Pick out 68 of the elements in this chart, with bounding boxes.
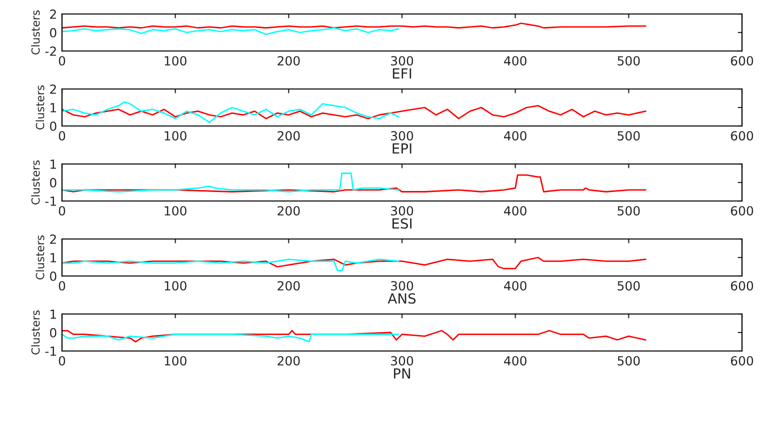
line-series bbox=[62, 27, 400, 36]
y-tick-label: 1 bbox=[50, 103, 56, 112]
x-axis-title: EFI bbox=[392, 68, 412, 79]
line-series bbox=[62, 101, 400, 123]
line-series bbox=[62, 258, 400, 272]
x-tick-label: 300 bbox=[391, 131, 414, 141]
x-tick-label: 200 bbox=[278, 131, 300, 141]
x-tick-label: 400 bbox=[504, 281, 526, 291]
y-tick-label: -1 bbox=[45, 346, 56, 356]
y-axis-title: Clusters bbox=[36, 235, 44, 280]
x-tick-label: 0 bbox=[58, 281, 66, 291]
x-tick-label: 400 bbox=[504, 206, 526, 216]
x-tick-label: 100 bbox=[164, 131, 186, 141]
x-tick-label: 200 bbox=[278, 206, 300, 216]
x-tick-label: 0 bbox=[58, 206, 66, 216]
x-tick-label: 600 bbox=[730, 206, 754, 216]
x-tick-label: 500 bbox=[618, 56, 640, 66]
y-axis-title: Clusters bbox=[31, 10, 40, 54]
x-tick-label: 400 bbox=[504, 131, 526, 141]
y-tick-label: 1 bbox=[50, 310, 56, 319]
x-tick-label: 500 bbox=[618, 131, 640, 141]
y-tick-label: 1 bbox=[50, 160, 56, 169]
line-series bbox=[62, 104, 646, 120]
y-tick-label: 2 bbox=[50, 84, 56, 94]
x-tick-label: 300 bbox=[391, 356, 414, 366]
x-tick-label: 500 bbox=[618, 281, 640, 291]
y-axis-title: Clusters bbox=[31, 160, 40, 204]
y-tick-label: 0 bbox=[50, 121, 56, 131]
x-axis-title: ESI bbox=[392, 218, 412, 229]
x-tick-label: 0 bbox=[58, 131, 66, 141]
x-tick-label: 600 bbox=[730, 56, 754, 66]
x-tick-label: 300 bbox=[391, 281, 414, 291]
y-tick-label: 0 bbox=[50, 178, 56, 188]
line-series bbox=[62, 334, 400, 342]
x-tick-label: 500 bbox=[618, 356, 640, 366]
line-series bbox=[62, 172, 400, 192]
line-series bbox=[62, 256, 646, 270]
x-tick-label: 300 bbox=[391, 206, 414, 216]
x-tick-label: 100 bbox=[164, 356, 186, 366]
x-tick-label: 100 bbox=[164, 56, 186, 66]
x-tick-label: 100 bbox=[164, 281, 186, 291]
y-tick-label: -1 bbox=[45, 196, 56, 206]
y-tick-label: 2 bbox=[50, 234, 56, 244]
x-axis-title: ANS bbox=[388, 293, 416, 304]
x-tick-label: 200 bbox=[278, 56, 300, 66]
x-tick-label: 500 bbox=[618, 206, 640, 216]
y-tick-label: 0 bbox=[50, 328, 56, 338]
x-tick-label: 300 bbox=[391, 56, 414, 66]
y-tick-label: 1 bbox=[50, 253, 56, 262]
x-tick-label: 200 bbox=[278, 281, 300, 291]
y-axis-title: Clusters bbox=[31, 310, 40, 354]
x-tick-label: 400 bbox=[504, 356, 526, 366]
x-axis-title: EPI bbox=[392, 143, 412, 154]
y-axis-title: Clusters bbox=[36, 85, 44, 130]
x-tick-label: 0 bbox=[58, 356, 66, 366]
x-tick-label: 400 bbox=[504, 56, 526, 66]
x-tick-label: 600 bbox=[730, 356, 754, 366]
x-tick-label: 600 bbox=[730, 281, 754, 291]
x-axis-title: PN bbox=[394, 368, 410, 379]
y-tick-label: 0 bbox=[50, 271, 56, 281]
y-tick-label: -2 bbox=[45, 46, 56, 56]
x-tick-label: 200 bbox=[278, 356, 300, 366]
x-tick-label: 600 bbox=[730, 131, 754, 141]
x-tick-label: 0 bbox=[58, 56, 66, 66]
y-tick-label: 0 bbox=[50, 28, 56, 38]
y-tick-label: 2 bbox=[50, 9, 56, 19]
line-series bbox=[62, 174, 646, 192]
x-tick-label: 100 bbox=[164, 206, 186, 216]
